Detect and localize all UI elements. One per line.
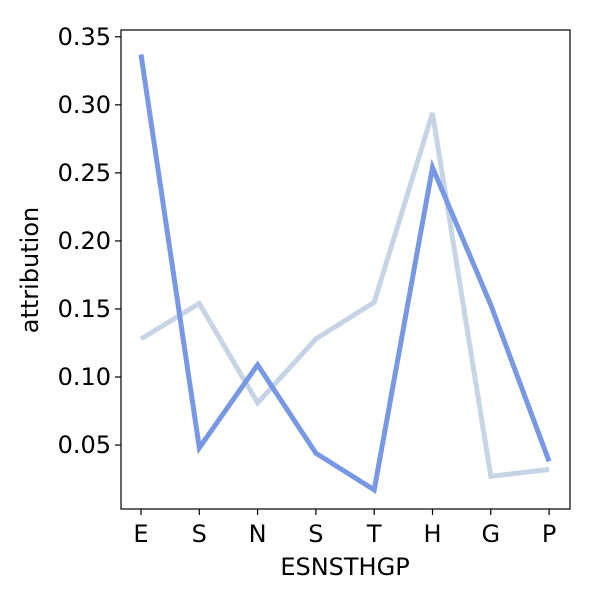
x-tick-label: E	[133, 520, 148, 548]
y-axis-title: attribution	[16, 207, 44, 333]
x-tick-label: T	[366, 520, 382, 548]
x-tick-label: N	[249, 520, 267, 548]
x-tick-label: S	[192, 520, 207, 548]
y-tick-label: 0.20	[58, 227, 111, 255]
x-axis-title: ESNSTHGP	[280, 553, 409, 581]
x-tick-label: P	[542, 520, 556, 548]
series-layer	[141, 54, 549, 489]
x-tick-label: G	[481, 520, 500, 548]
y-tick-label: 0.25	[58, 159, 111, 187]
series-line-2	[141, 55, 549, 490]
y-tick-label: 0.30	[58, 91, 111, 119]
y-tick-label: 0.05	[58, 431, 111, 459]
y-tick-label: 0.15	[58, 295, 111, 323]
x-tick-label: H	[423, 520, 441, 548]
y-tick-label: 0.35	[58, 23, 111, 51]
x-tick-label: S	[308, 520, 323, 548]
y-tick-label: 0.10	[58, 363, 111, 391]
plot-frame	[121, 30, 570, 509]
